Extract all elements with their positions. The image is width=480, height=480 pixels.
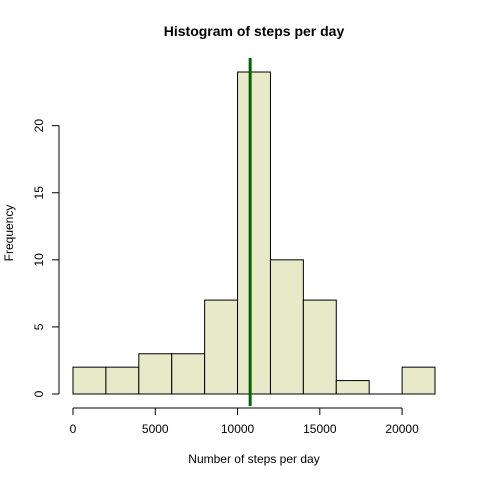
histogram-bar: [73, 367, 106, 394]
y-axis-label: Frequency: [2, 205, 16, 262]
y-tick-label: 15: [32, 186, 46, 200]
histogram-bar: [303, 300, 336, 394]
histogram-bar: [402, 367, 435, 394]
x-axis: 0 5000 10000 15000 20000: [70, 408, 419, 436]
y-tick-label: 5: [32, 323, 46, 330]
y-axis: 0 5 10 15 20: [32, 119, 59, 398]
histogram-bar: [270, 260, 303, 394]
chart-title: Histogram of steps per day: [164, 23, 345, 39]
x-tick-label: 0: [70, 422, 77, 436]
histogram-bar: [139, 354, 172, 394]
x-tick-label: 10000: [221, 422, 255, 436]
y-tick-label: 20: [32, 119, 46, 133]
y-tick-label: 0: [32, 390, 46, 397]
histogram-bar: [205, 300, 238, 394]
histogram-bar: [336, 381, 369, 394]
y-tick-label: 10: [32, 253, 46, 267]
bars-group: [73, 72, 435, 394]
histogram-bar: [172, 354, 205, 394]
x-tick-label: 15000: [303, 422, 337, 436]
histogram-bar: [238, 72, 271, 394]
x-tick-label: 5000: [142, 422, 169, 436]
x-tick-label: 20000: [385, 422, 419, 436]
histogram-bar: [106, 367, 139, 394]
x-axis-label: Number of steps per day: [188, 452, 319, 466]
